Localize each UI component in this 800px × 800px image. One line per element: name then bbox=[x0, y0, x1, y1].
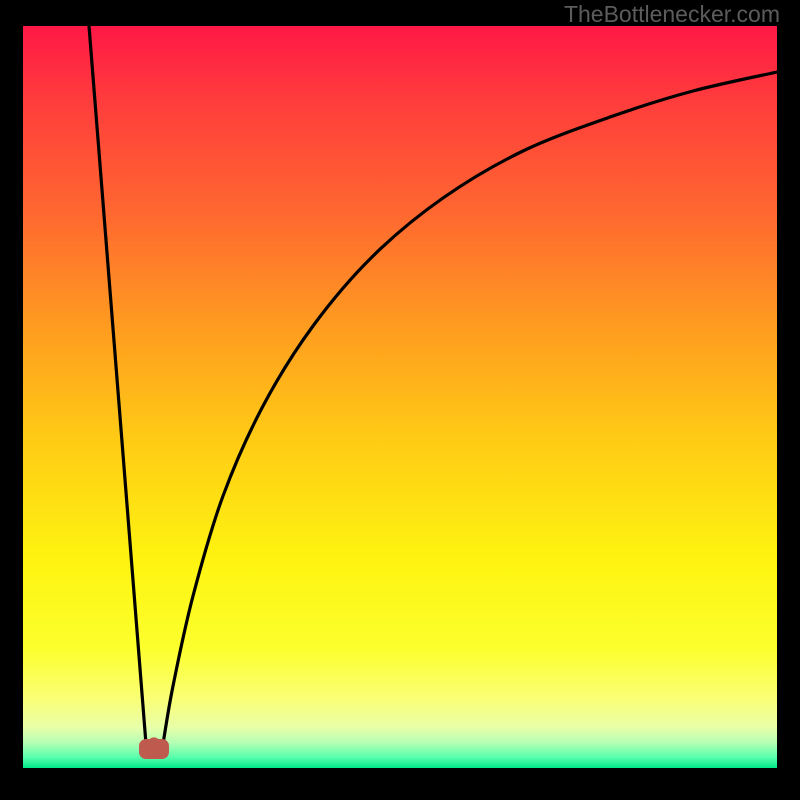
curve-left-branch bbox=[89, 26, 146, 744]
curve-layer bbox=[23, 26, 777, 768]
plot-area bbox=[23, 26, 777, 768]
valley-marker bbox=[139, 737, 169, 759]
curve-right-branch bbox=[163, 72, 777, 744]
watermark-text: TheBottlenecker.com bbox=[564, 1, 780, 28]
